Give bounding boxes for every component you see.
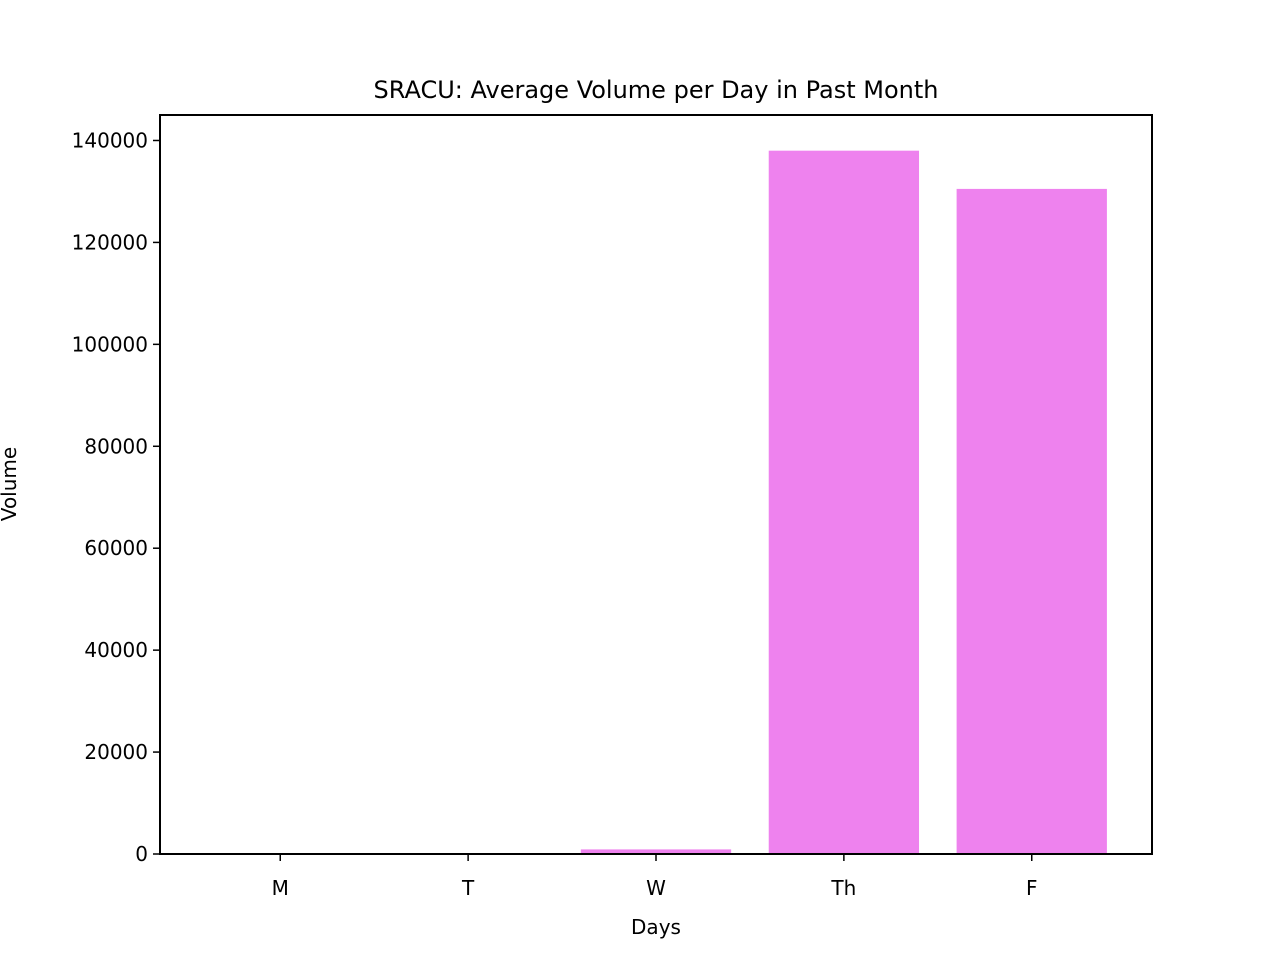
y-tick-label: 100000 — [72, 332, 148, 356]
y-tick-label: 40000 — [84, 638, 148, 662]
x-tick-label-m: M — [272, 876, 289, 900]
y-tick-label: 140000 — [72, 128, 148, 152]
bar-f — [956, 188, 1107, 854]
bar-w — [580, 849, 732, 854]
y-axis-label: Volume — [0, 447, 21, 521]
y-tick-label: 120000 — [72, 230, 148, 254]
y-axis-ticks: 0 20000 40000 60000 80000 100000 120000 140000 — [72, 128, 160, 866]
y-tick-label: 60000 — [84, 536, 148, 560]
x-tick-label-t: T — [461, 876, 475, 900]
x-tick-label-f: F — [1026, 876, 1038, 900]
x-tick-label-th: Th — [830, 876, 856, 900]
x-tick-label-w: W — [646, 876, 666, 900]
x-axis-ticks: M T W Th F — [272, 854, 1038, 900]
chart-title: SRACU: Average Volume per Day in Past Mo… — [374, 76, 939, 104]
y-tick-label: 20000 — [84, 740, 148, 764]
y-tick-label: 0 — [135, 842, 148, 866]
y-tick-label: 80000 — [84, 434, 148, 458]
bars-group — [580, 150, 1107, 854]
bar-th — [768, 150, 920, 854]
x-axis-label: Days — [631, 915, 681, 939]
